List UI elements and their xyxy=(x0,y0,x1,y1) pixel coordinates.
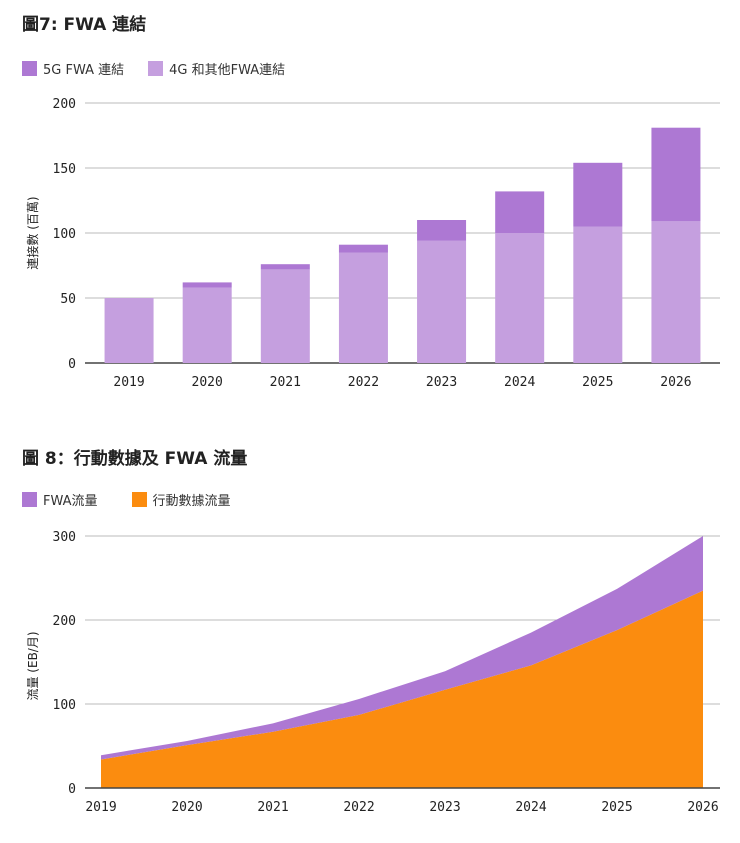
bar-segment xyxy=(417,240,467,363)
y-tick-label: 0 xyxy=(68,782,76,797)
legend-swatch xyxy=(22,61,37,76)
y-tick-label: 150 xyxy=(53,162,76,177)
x-tick-label: 2024 xyxy=(515,800,546,815)
y-axis-label: 流量 (EB/月) xyxy=(26,631,40,700)
bar-segment xyxy=(651,221,701,363)
x-tick-label: 2021 xyxy=(257,800,288,815)
chart1-title: 圖7: FWA 連結 xyxy=(22,15,147,35)
chart1-legend: 5G FWA 連結 4G 和其他FWA連結 xyxy=(22,59,285,78)
bar-segment xyxy=(495,191,545,233)
x-tick-label: 2021 xyxy=(270,375,301,390)
bar-segment xyxy=(573,162,623,227)
x-tick-label: 2023 xyxy=(429,800,460,815)
legend-swatch xyxy=(22,492,37,507)
x-tick-label: 2025 xyxy=(601,800,632,815)
legend-label: FWA流量 xyxy=(43,494,98,509)
bar-segment xyxy=(338,252,388,363)
legend-item-4g: 4G 和其他FWA連結 xyxy=(148,59,285,78)
chart2-legend: FWA流量 行動數據流量 xyxy=(22,490,231,509)
y-axis-label: 連接數 (百萬) xyxy=(25,196,40,269)
x-tick-label: 2019 xyxy=(85,800,116,815)
y-tick-label: 200 xyxy=(53,97,76,112)
legend-label: 5G FWA 連結 xyxy=(43,63,125,78)
legend-item-mobile: 行動數據流量 xyxy=(131,490,231,509)
y-tick-label: 0 xyxy=(68,357,76,372)
chart2-title: 圖 8：行動數據及 FWA 流量 xyxy=(22,449,248,469)
bar-segment xyxy=(338,244,388,253)
bar-segment xyxy=(573,226,623,363)
y-tick-label: 100 xyxy=(53,227,76,242)
x-tick-label: 2020 xyxy=(171,800,202,815)
legend-item-5g: 5G FWA 連結 xyxy=(22,59,124,78)
x-tick-label: 2024 xyxy=(504,375,535,390)
bar-segment xyxy=(260,269,310,363)
x-tick-label: 2022 xyxy=(348,375,379,390)
y-tick-label: 300 xyxy=(53,530,76,545)
bar-segment xyxy=(182,287,232,363)
y-tick-label: 100 xyxy=(53,698,76,713)
x-tick-label: 2022 xyxy=(343,800,374,815)
legend-label: 行動數據流量 xyxy=(152,494,231,509)
bar-segment xyxy=(495,233,545,363)
legend-swatch xyxy=(148,61,164,76)
legend-item-fwa: FWA流量 xyxy=(22,490,98,509)
x-tick-label: 2023 xyxy=(426,375,457,390)
area-series xyxy=(101,590,703,788)
legend-swatch xyxy=(131,492,147,507)
x-tick-label: 2026 xyxy=(687,800,718,815)
bar-segment xyxy=(182,282,232,288)
x-tick-label: 2025 xyxy=(582,375,613,390)
bar-segment xyxy=(104,298,154,363)
bar-segment xyxy=(417,220,467,241)
bar-segment xyxy=(651,127,701,222)
x-tick-label: 2026 xyxy=(660,375,691,390)
legend-label: 4G 和其他FWA連結 xyxy=(169,63,286,78)
x-tick-label: 2020 xyxy=(192,375,223,390)
x-tick-label: 2019 xyxy=(113,375,144,390)
bar-segment xyxy=(260,264,310,270)
y-tick-label: 200 xyxy=(53,614,76,629)
y-tick-label: 50 xyxy=(60,292,76,307)
chart1-plot: 0 50 100 150 200 2019 2020 2021 2022 2023 2024 2025… xyxy=(25,97,720,390)
